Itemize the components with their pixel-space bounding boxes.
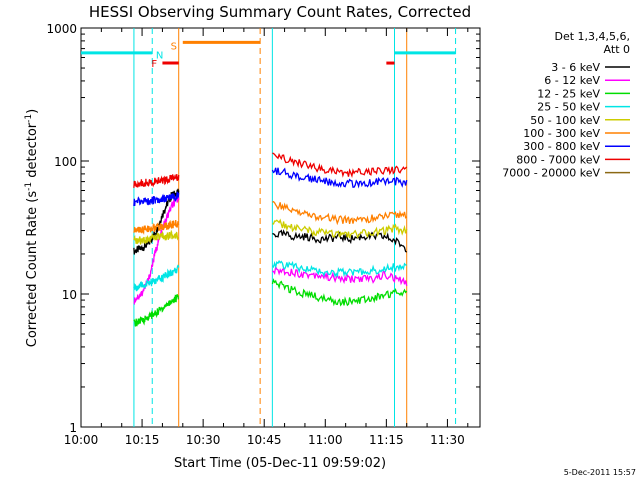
y-tick-label: 100 <box>54 155 77 169</box>
y-axis-label-end: ) <box>25 109 40 114</box>
legend-label: 12 - 25 keV <box>537 87 600 100</box>
axis-layer: 10:00 10:15 10:30 10:45 11:00 11:15 11:30 1 10 10… <box>46 22 480 447</box>
series-line <box>272 152 408 178</box>
series-line <box>271 167 408 189</box>
legend-label: 50 - 100 keV <box>530 114 600 127</box>
y-tick-label: 1000 <box>46 22 77 36</box>
series-line <box>133 188 180 255</box>
plot-layer: FNS <box>81 28 457 427</box>
x-tick-label: 11:00 <box>308 433 343 447</box>
x-tick-label: 10:00 <box>64 433 99 447</box>
plot-frame <box>80 27 481 428</box>
y-axis-label-main: Corrected Count Rate (s <box>25 191 40 348</box>
y-tick-label: 1 <box>69 421 77 435</box>
legend-label: 6 - 12 keV <box>544 74 600 87</box>
legend-label: 800 - 7000 keV <box>516 153 600 166</box>
series-line <box>271 259 407 278</box>
y-axis-label-sup1: -1 <box>24 182 34 191</box>
series-line <box>272 229 408 253</box>
legend-header-line-2: Att 0 <box>604 43 630 56</box>
series-line <box>133 191 180 207</box>
legend-header-line-1: Det 1,3,4,5,6, <box>554 30 630 43</box>
flag-n: N <box>156 51 163 62</box>
series-line <box>133 229 180 246</box>
flag-f: F <box>151 59 157 70</box>
y-tick-label: 10 <box>62 288 77 302</box>
series-line <box>133 194 180 306</box>
legend-label: 7000 - 20000 keV <box>502 167 600 180</box>
y-axis-label-mid: detector <box>25 122 40 182</box>
series-line <box>271 278 408 307</box>
series-line <box>272 200 408 226</box>
x-axis-label: Start Time (05-Dec-11 09:59:02) <box>174 456 386 471</box>
x-tick-label: 10:15 <box>125 433 160 447</box>
legend-label: 3 - 6 keV <box>551 61 600 74</box>
x-tick-label: 11:15 <box>369 433 404 447</box>
series-line <box>133 294 179 327</box>
series-line <box>272 218 408 239</box>
x-tick-label: 10:30 <box>186 433 221 447</box>
x-tick-label: 10:45 <box>247 433 282 447</box>
series-line <box>133 174 180 188</box>
series-line <box>133 219 180 235</box>
flag-s: S <box>171 41 177 52</box>
y-axis-label-sup2: -1 <box>24 114 34 123</box>
chart-title: HESSI Observing Summary Count Rates, Cor… <box>89 3 471 21</box>
y-axis-label: Corrected Count Rate (s-1 detector-1) <box>24 109 40 347</box>
x-tick-label: 11:30 <box>430 433 465 447</box>
series-line <box>272 264 408 287</box>
footer-date: 5-Dec-2011 15:57 <box>564 468 636 477</box>
series-line <box>133 264 180 292</box>
legend-label: 25 - 50 keV <box>537 101 600 114</box>
legend-label: 100 - 300 keV <box>523 127 600 140</box>
legend-label: 300 - 800 keV <box>523 140 600 153</box>
